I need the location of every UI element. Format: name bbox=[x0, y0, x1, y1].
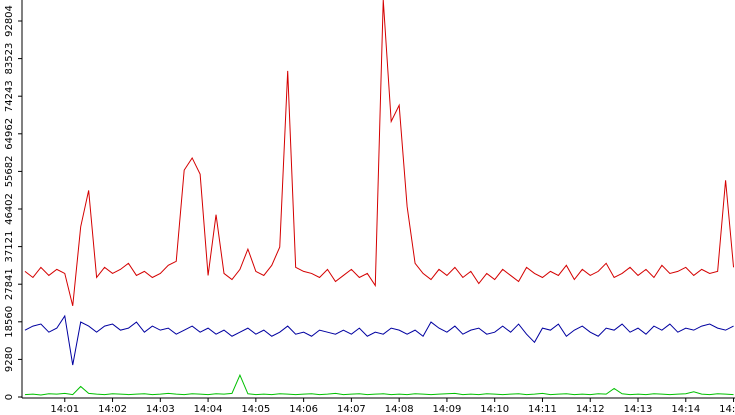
x-tick-label: 14:08 bbox=[385, 404, 414, 415]
x-tick-label: 14:09 bbox=[433, 404, 462, 415]
x-tick-label: 14:12 bbox=[576, 404, 605, 415]
y-tick-label: 83523 bbox=[4, 43, 15, 75]
x-tick-label: 14:10 bbox=[480, 404, 509, 415]
x-tick-label: 14:06 bbox=[289, 404, 318, 415]
y-tick-label: 55682 bbox=[4, 155, 15, 187]
y-tick-label: 92804 bbox=[4, 5, 15, 37]
y-tick-label: 0 bbox=[4, 394, 15, 400]
x-tick-label: 14:05 bbox=[241, 404, 270, 415]
x-tick-label: 14:03 bbox=[146, 404, 175, 415]
y-tick-label: 27841 bbox=[4, 268, 15, 300]
y-tick-label: 9280 bbox=[4, 347, 15, 372]
y-tick-label: 74243 bbox=[4, 80, 15, 112]
series-line bbox=[24, 373, 734, 396]
y-tick-label: 46402 bbox=[4, 193, 15, 225]
x-tick-label: 14:02 bbox=[98, 404, 127, 415]
x-tick-label: 14:11 bbox=[528, 404, 557, 415]
y-tick-label: 18560 bbox=[4, 306, 15, 338]
x-tick-label: 14:15 bbox=[719, 404, 735, 415]
x-tick-label: 14:07 bbox=[337, 404, 366, 415]
x-tick-label: 14:04 bbox=[194, 404, 223, 415]
series-line bbox=[24, 314, 734, 366]
x-tick-label: 14:14 bbox=[671, 404, 700, 415]
x-tick-label: 14:01 bbox=[50, 404, 79, 415]
y-tick-label: 64962 bbox=[4, 118, 15, 150]
plot-area bbox=[24, 0, 735, 396]
series-line bbox=[24, 0, 735, 306]
x-tick-label: 14:13 bbox=[624, 404, 653, 415]
y-tick-label: 37121 bbox=[4, 231, 15, 263]
